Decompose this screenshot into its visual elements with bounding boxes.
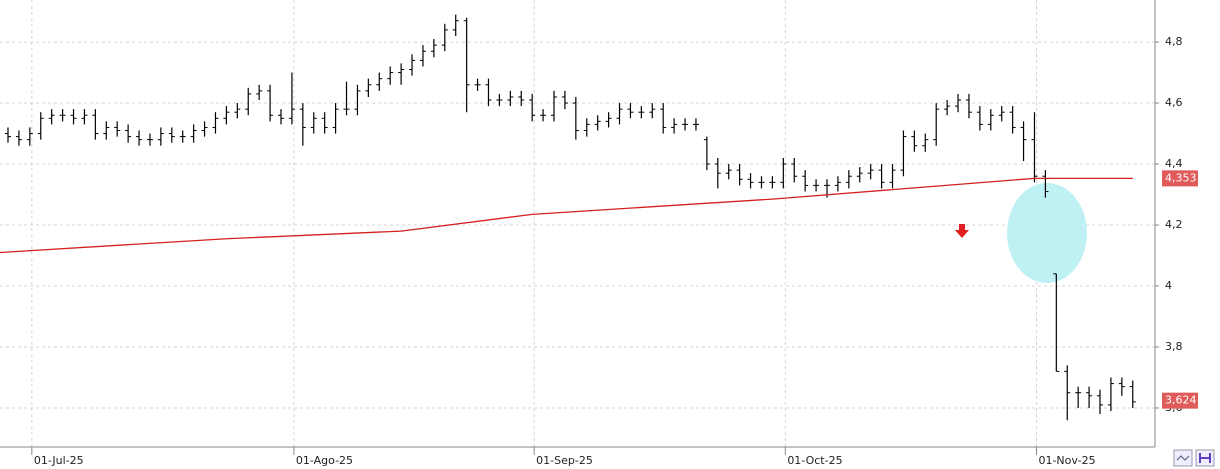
x-tick-label: 01-Oct-25 (787, 454, 842, 467)
price-label-box (1162, 392, 1198, 409)
y-tick-label: 3,8 (1165, 340, 1183, 353)
y-tick-label: 4,2 (1165, 218, 1183, 231)
price-label: 3,624 (1165, 394, 1197, 407)
x-tick-label: 01-Nov-25 (1038, 454, 1095, 467)
y-tick-label: 4,6 (1165, 96, 1183, 109)
y-tick-label: 4 (1165, 279, 1172, 292)
price-label: 4,353 (1165, 171, 1197, 184)
x-tick-label: 01-Ago-25 (296, 454, 353, 467)
y-tick-label: 4,4 (1165, 157, 1183, 170)
grid (0, 0, 1155, 447)
zoom-icon (1176, 455, 1190, 461)
moving-average-line (0, 177, 1133, 254)
marks (0, 14, 1136, 421)
x-tick-label: 01-Jul-25 (34, 454, 84, 467)
x-tick-label: 01-Sep-25 (536, 454, 593, 467)
highlight-ellipse (1007, 183, 1087, 283)
axes: 3,63,844,24,44,64,801-Jul-2501-Ago-2501-… (31, 35, 1198, 467)
price-label-box (1162, 170, 1198, 187)
h-icon (1199, 453, 1211, 463)
y-tick-label: 4,8 (1165, 35, 1183, 48)
sell-signal-arrow (955, 224, 969, 238)
